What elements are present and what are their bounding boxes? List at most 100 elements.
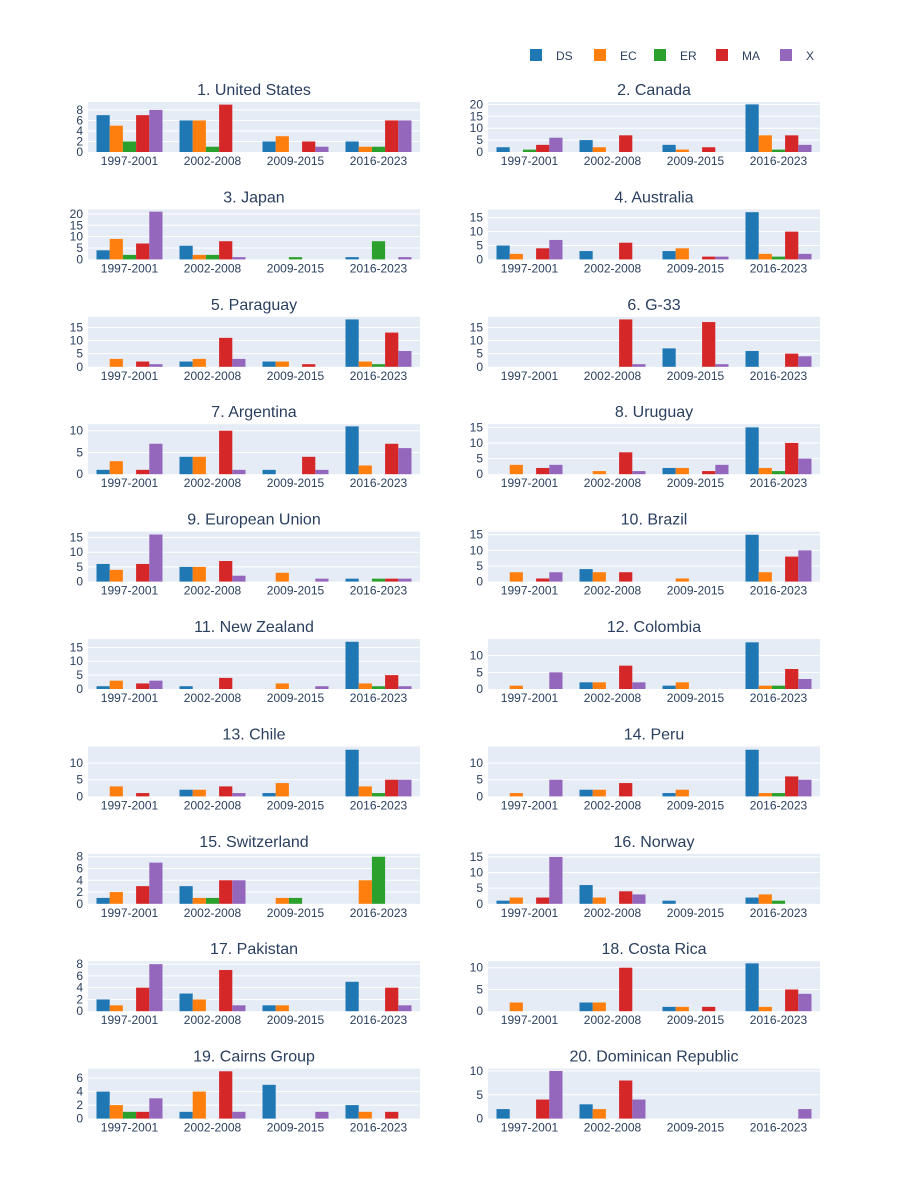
bar-ma-1997-2001[interactable] [536,1099,550,1119]
bar-ec-2016-2023[interactable] [758,685,772,689]
bar-ds-2002-2008[interactable] [179,456,193,475]
bar-ma-1997-2001[interactable] [536,248,550,260]
bar-x-2016-2023[interactable] [798,356,812,367]
bar-ma-2016-2023[interactable] [385,578,399,582]
bar-ds-2016-2023[interactable] [745,897,759,904]
bar-ec-2002-2008[interactable] [192,789,206,797]
bar-er-2002-2008[interactable] [205,146,220,152]
bar-ds-2002-2008[interactable] [179,789,193,797]
bar-ma-2002-2008[interactable] [619,1080,633,1119]
bar-ma-2009-2015[interactable] [702,322,716,367]
bar-ma-2002-2008[interactable] [219,104,233,152]
bar-ma-2009-2015[interactable] [302,141,316,152]
bar-er-2002-2008[interactable] [205,897,220,904]
bar-ma-2002-2008[interactable] [619,242,633,260]
bar-ec-1997-2001[interactable] [509,685,523,689]
bar-ec-2009-2015[interactable] [275,361,289,367]
bar-ds-2002-2008[interactable] [179,993,193,1012]
bar-ec-2002-2008[interactable] [192,566,206,582]
bar-ma-1997-2001[interactable] [536,897,550,904]
bar-x-1997-2001[interactable] [149,534,163,582]
bar-x-2002-2008[interactable] [232,575,246,582]
bar-ds-2002-2008[interactable] [179,245,193,260]
bar-ds-2009-2015[interactable] [262,1084,276,1119]
bar-ec-2016-2023[interactable] [758,894,772,904]
bar-x-2002-2008[interactable] [632,1099,646,1119]
bar-x-1997-2001[interactable] [549,856,563,904]
bar-x-1997-2001[interactable] [549,1070,563,1119]
bar-ec-2009-2015[interactable] [675,248,689,260]
bar-ma-2002-2008[interactable] [219,241,233,260]
bar-ma-2009-2015[interactable] [302,364,316,367]
bar-ma-2002-2008[interactable] [219,786,233,797]
bar-ds-2016-2023[interactable] [745,351,759,367]
bar-x-1997-2001[interactable] [549,572,563,582]
bar-ma-2016-2023[interactable] [785,669,799,689]
bar-er-2016-2023[interactable] [771,685,786,689]
bar-er-1997-2001[interactable] [122,254,137,260]
bar-ma-1997-2001[interactable] [136,469,150,475]
bar-x-1997-2001[interactable] [549,672,563,689]
bar-ec-2002-2008[interactable] [192,999,206,1012]
bar-ds-1997-2001[interactable] [96,469,110,475]
bar-ds-2016-2023[interactable] [345,749,359,797]
bar-ma-1997-2001[interactable] [136,793,150,797]
bar-er-1997-2001[interactable] [122,1111,137,1119]
bar-x-2016-2023[interactable] [798,1109,812,1119]
bar-ma-2002-2008[interactable] [219,337,233,367]
bar-ma-2009-2015[interactable] [702,147,716,152]
bar-ds-2016-2023[interactable] [745,212,759,260]
bar-er-2016-2023[interactable] [771,256,786,260]
bar-ds-2016-2023[interactable] [345,319,359,367]
bar-ds-2009-2015[interactable] [662,793,676,797]
bar-x-2009-2015[interactable] [715,464,729,475]
bar-x-2016-2023[interactable] [398,1005,412,1012]
bar-ds-2002-2008[interactable] [579,569,593,582]
bar-er-2016-2023[interactable] [371,146,386,152]
bar-ds-2016-2023[interactable] [345,257,359,260]
bar-er-1997-2001[interactable] [122,141,137,152]
bar-ec-1997-2001[interactable] [509,572,523,582]
bar-ec-2002-2008[interactable] [592,682,606,689]
bar-ec-2002-2008[interactable] [592,897,606,904]
bar-ds-2009-2015[interactable] [262,469,276,475]
bar-ma-1997-2001[interactable] [136,361,150,367]
bar-ma-2016-2023[interactable] [785,556,799,582]
bar-x-2009-2015[interactable] [315,686,329,689]
bar-er-2016-2023[interactable] [371,686,386,689]
bar-x-2002-2008[interactable] [232,880,246,904]
bar-x-2016-2023[interactable] [398,257,412,260]
bar-x-1997-2001[interactable] [149,1098,163,1119]
bar-ds-2016-2023[interactable] [345,981,359,1012]
bar-x-1997-2001[interactable] [549,464,563,475]
bar-ec-2009-2015[interactable] [275,136,289,152]
bar-ec-2016-2023[interactable] [358,361,372,367]
bar-ma-2002-2008[interactable] [219,430,233,475]
bar-ec-2016-2023[interactable] [358,1111,372,1119]
bar-ec-2002-2008[interactable] [592,1109,606,1119]
bar-er-2016-2023[interactable] [371,364,386,367]
bar-x-2009-2015[interactable] [315,469,329,475]
bar-er-1997-2001[interactable] [522,149,537,152]
bar-ec-2016-2023[interactable] [358,683,372,689]
bar-x-1997-2001[interactable] [149,862,163,904]
bar-ds-2016-2023[interactable] [745,963,759,1012]
bar-ec-2009-2015[interactable] [275,1005,289,1012]
bar-ds-1997-2001[interactable] [96,1091,110,1119]
bar-ds-1997-2001[interactable] [496,900,510,904]
bar-ds-1997-2001[interactable] [96,897,110,904]
bar-x-2016-2023[interactable] [798,550,812,582]
bar-er-2016-2023[interactable] [371,241,386,260]
legend-item-x[interactable]: X [780,49,814,63]
legend[interactable]: DS EC ER MA X [530,49,814,63]
bar-ma-2016-2023[interactable] [785,353,799,367]
bar-x-2016-2023[interactable] [398,779,412,797]
bar-ec-2009-2015[interactable] [675,578,689,582]
bar-x-2016-2023[interactable] [398,351,412,367]
bar-ec-2002-2008[interactable] [592,572,606,582]
bar-x-2016-2023[interactable] [798,144,812,152]
bar-ec-2009-2015[interactable] [275,783,289,797]
bar-ma-2002-2008[interactable] [219,677,233,689]
bar-ec-2016-2023[interactable] [758,1006,772,1012]
bar-ds-2002-2008[interactable] [179,886,193,904]
